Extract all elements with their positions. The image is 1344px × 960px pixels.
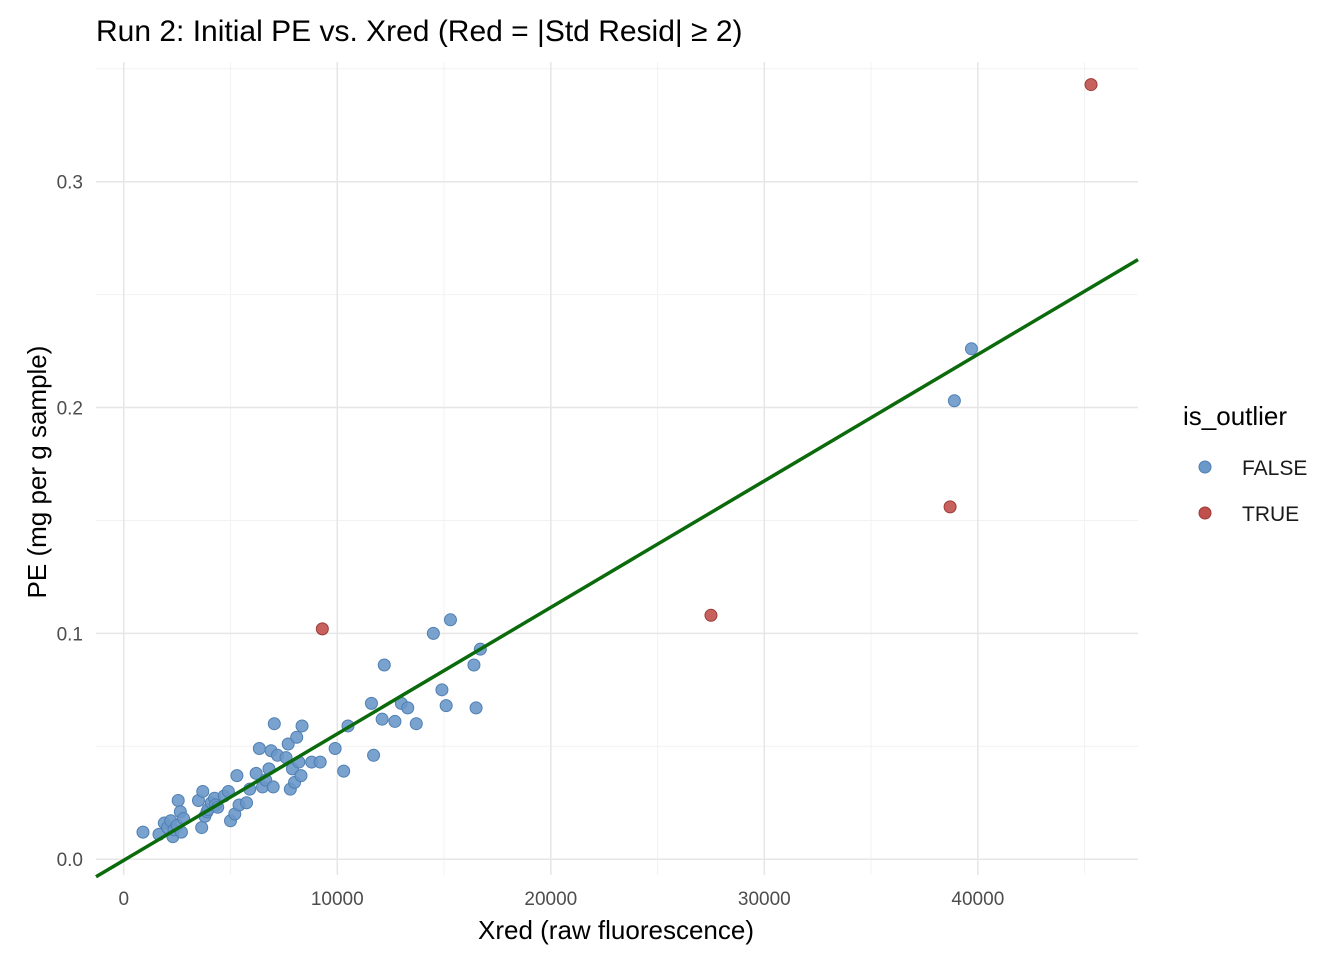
data-point xyxy=(469,701,483,715)
y-tick-label: 0.2 xyxy=(57,399,83,420)
data-point xyxy=(249,766,263,780)
x-tick-label: 30000 xyxy=(738,889,791,910)
data-point xyxy=(964,342,978,356)
y-axis-title: PE (mg per g sample) xyxy=(22,346,52,599)
data-point xyxy=(337,764,351,778)
x-tick-label: 20000 xyxy=(524,889,577,910)
data-point xyxy=(196,784,210,798)
data-point xyxy=(313,755,327,769)
legend-key-false xyxy=(1198,460,1212,474)
regression-line xyxy=(95,258,1139,879)
legend-key-true xyxy=(1198,506,1212,520)
y-tick-label: 0.3 xyxy=(57,173,83,194)
data-point xyxy=(290,730,304,744)
data-point xyxy=(266,780,280,794)
x-tick-label: 0 xyxy=(118,889,129,910)
data-point xyxy=(171,793,185,807)
data-point xyxy=(435,683,449,697)
data-point xyxy=(426,626,440,640)
x-tick-label: 10000 xyxy=(311,889,364,910)
data-point xyxy=(294,769,308,783)
data-point xyxy=(328,742,342,756)
data-point xyxy=(377,658,391,672)
major-gridlines xyxy=(96,62,1138,875)
y-tick-label: 0.1 xyxy=(57,624,83,645)
data-point xyxy=(388,714,402,728)
data-point xyxy=(947,394,961,408)
x-axis-title: Xred (raw fluorescence) xyxy=(478,915,754,945)
data-point xyxy=(240,796,254,810)
data-point xyxy=(252,742,266,756)
data-points xyxy=(136,78,1098,844)
tick-labels: 0 10000 20000 30000 40000 0.0 0.1 0.2 0.3 xyxy=(57,173,1005,910)
data-point xyxy=(281,737,295,751)
data-point xyxy=(439,699,453,713)
outlier-point xyxy=(315,622,329,636)
data-point xyxy=(467,658,481,672)
data-point xyxy=(136,825,150,839)
legend-title: is_outlier xyxy=(1183,401,1287,431)
data-point xyxy=(443,613,457,627)
minor-gridlines xyxy=(96,62,1138,875)
data-point xyxy=(409,717,423,731)
outlier-point xyxy=(1084,78,1098,92)
data-point xyxy=(195,821,209,835)
data-point xyxy=(230,769,244,783)
data-point xyxy=(267,717,281,731)
data-point xyxy=(375,712,389,726)
x-tick-label: 40000 xyxy=(951,889,1004,910)
chart-title: Run 2: Initial PE vs. Xred (Red = |Std R… xyxy=(96,15,743,48)
data-point xyxy=(401,701,415,715)
legend-label-true: TRUE xyxy=(1242,503,1299,526)
y-tick-label: 0.0 xyxy=(57,850,83,871)
legend: is_outlier FALSE TRUE xyxy=(1183,401,1307,526)
data-point xyxy=(364,696,378,710)
outlier-point xyxy=(704,608,718,622)
data-point xyxy=(367,748,381,762)
legend-label-false: FALSE xyxy=(1242,457,1307,480)
outlier-point xyxy=(943,500,957,514)
data-point xyxy=(295,719,309,733)
fit-line-group xyxy=(95,258,1139,879)
